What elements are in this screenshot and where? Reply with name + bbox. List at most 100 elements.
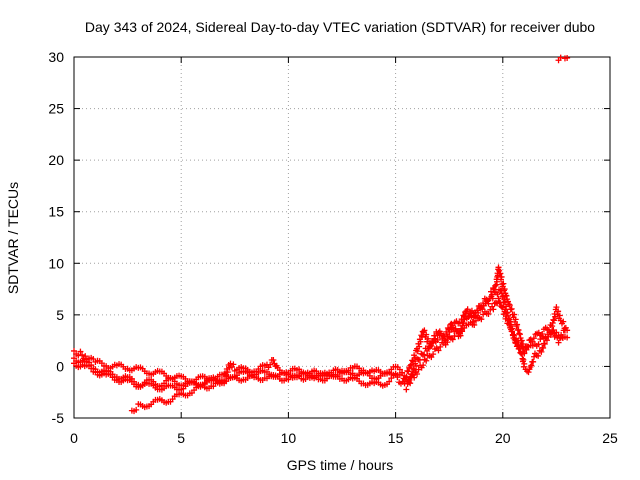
y-tick-label: 25	[48, 101, 64, 117]
data-point	[530, 335, 537, 342]
data-point	[224, 369, 231, 376]
data-point	[539, 330, 546, 337]
data-point	[500, 280, 507, 287]
x-tick-label: 5	[177, 430, 185, 446]
data-point	[506, 321, 513, 328]
data-point	[499, 304, 506, 311]
data-point	[491, 286, 498, 293]
data-point	[221, 370, 228, 377]
data-point	[525, 369, 532, 376]
data-point	[415, 366, 422, 373]
data-point	[541, 341, 548, 348]
data-point	[403, 386, 410, 393]
x-axis-label: GPS time / hours	[287, 457, 394, 473]
data-point	[227, 360, 234, 367]
data-point	[490, 306, 497, 313]
data-point	[492, 282, 499, 289]
data-point	[457, 332, 464, 339]
data-point	[511, 311, 518, 318]
data-point	[564, 327, 571, 334]
data-point	[446, 329, 453, 336]
data-point	[515, 327, 522, 334]
data-point	[418, 332, 425, 339]
data-point	[442, 337, 449, 344]
data-point	[430, 351, 437, 358]
data-point	[441, 336, 448, 343]
data-point	[405, 368, 412, 375]
data-point	[518, 337, 525, 344]
data-point	[407, 380, 414, 387]
x-tick-label: 20	[495, 430, 511, 446]
data-point	[267, 361, 274, 368]
data-point	[223, 366, 230, 373]
data-point	[530, 358, 537, 365]
data-point	[88, 365, 95, 372]
y-tick-label: 15	[48, 204, 64, 220]
data-point	[497, 270, 504, 277]
data-point	[414, 371, 421, 378]
data-point	[430, 338, 437, 345]
data-point	[486, 295, 493, 302]
data-point	[489, 291, 496, 298]
data-point	[555, 308, 562, 315]
y-tick-label: 10	[48, 255, 64, 271]
x-tick-label: 25	[602, 430, 618, 446]
data-point	[412, 354, 419, 361]
data-point	[488, 288, 495, 295]
data-point	[403, 373, 410, 380]
data-point	[556, 312, 563, 319]
y-tick-label: -5	[52, 410, 65, 426]
data-point	[386, 378, 393, 385]
data-point	[432, 335, 439, 342]
data-point	[512, 316, 519, 323]
data-point	[449, 322, 456, 329]
data-point	[497, 299, 504, 306]
data-point	[520, 356, 527, 363]
data-point	[528, 362, 535, 369]
data-point	[538, 348, 545, 355]
data-point	[485, 310, 492, 317]
data-point	[417, 338, 424, 345]
data-point	[471, 321, 478, 328]
data-point	[480, 300, 487, 307]
data-point	[90, 355, 97, 362]
data-point	[445, 326, 452, 333]
data-point	[521, 360, 528, 367]
y-tick-label: 30	[48, 49, 64, 65]
data-point	[449, 336, 456, 343]
data-point	[489, 303, 496, 310]
data-point	[408, 361, 415, 368]
data-series	[71, 54, 571, 415]
data-point	[475, 309, 482, 316]
data-point	[505, 301, 512, 308]
x-tick-label: 0	[70, 430, 78, 446]
data-point	[413, 363, 420, 370]
data-point	[495, 295, 502, 302]
data-point	[437, 343, 444, 350]
y-tick-label: 5	[56, 307, 64, 323]
data-point	[79, 351, 86, 358]
data-point	[535, 352, 542, 359]
data-point	[535, 341, 542, 348]
data-point	[411, 374, 418, 381]
chart-title: Day 343 of 2024, Sidereal Day-to-day VTE…	[85, 19, 595, 35]
data-point	[545, 327, 552, 334]
data-point	[474, 307, 481, 314]
data-point	[405, 379, 412, 386]
data-point	[416, 343, 423, 350]
data-point	[508, 305, 515, 312]
data-point	[553, 304, 560, 311]
data-point	[494, 291, 501, 298]
data-point	[564, 55, 571, 62]
data-point	[396, 366, 403, 373]
data-point	[505, 298, 512, 305]
data-point	[514, 321, 521, 328]
grid	[74, 57, 610, 418]
data-point	[510, 332, 517, 339]
data-point	[555, 339, 562, 346]
data-point	[429, 338, 436, 345]
data-point	[550, 317, 557, 324]
data-point	[77, 348, 84, 355]
